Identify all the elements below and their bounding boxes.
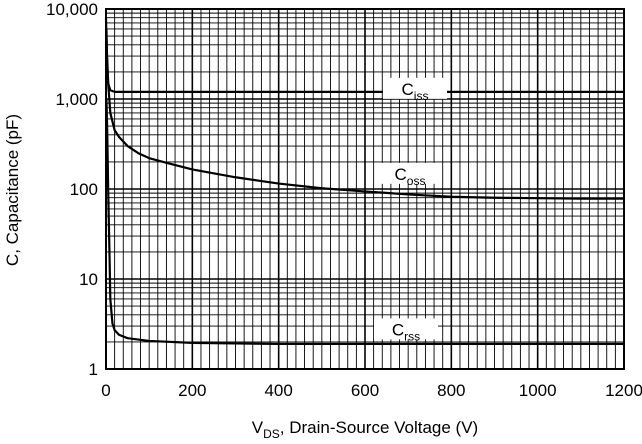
- series-line-coss: [105, 28, 624, 200]
- series-label-sub: rss: [404, 329, 420, 343]
- x-axis-title-rest: , Drain-Source Voltage (V): [280, 418, 478, 437]
- plot-frame: [105, 8, 625, 370]
- x-tick-label: 200: [178, 381, 206, 400]
- x-axis-title-main: V: [252, 418, 264, 437]
- y-axis-title: C, Capacitance (pF): [3, 114, 22, 266]
- x-axis-title-sub: DS: [263, 427, 280, 441]
- series-label-main: C: [402, 80, 414, 99]
- x-tick-label: 0: [101, 381, 110, 400]
- y-tick-label: 10,000: [46, 0, 98, 19]
- y-tick-labels: 1 10 100 1,000 10,000: [46, 0, 98, 379]
- series-label-sub: oss: [407, 174, 426, 188]
- series-label-crss: Crss: [392, 320, 420, 343]
- major-grid: [106, 9, 624, 369]
- series-label-bg: [378, 162, 442, 184]
- x-tick-label: 800: [437, 381, 465, 400]
- x-tick-label: 600: [351, 381, 379, 400]
- x-tick-label: 400: [264, 381, 292, 400]
- series-label-sub: iss: [414, 89, 429, 103]
- y-tick-label: 10: [79, 270, 98, 289]
- series-line-crss: [105, 98, 624, 346]
- series-label-bg: [383, 77, 447, 99]
- y-tick-label: 100: [70, 180, 98, 199]
- y-tick-label: 1: [89, 360, 98, 379]
- y-tick-label: 1,000: [55, 90, 98, 109]
- x-axis-title: VDS, Drain-Source Voltage (V): [252, 418, 478, 441]
- series-label-main: C: [395, 165, 407, 184]
- series-label-ciss: Ciss: [402, 80, 429, 103]
- curves: [104, 17, 624, 346]
- x-tick-labels: 0 200 400 600 800 1000 1200: [101, 381, 642, 400]
- x-tick-label: 1200: [605, 381, 642, 400]
- series-label-coss: Coss: [395, 165, 426, 188]
- x-tick-label: 1000: [519, 381, 557, 400]
- series-label-bg: [374, 318, 438, 340]
- series-label-main: C: [392, 320, 404, 339]
